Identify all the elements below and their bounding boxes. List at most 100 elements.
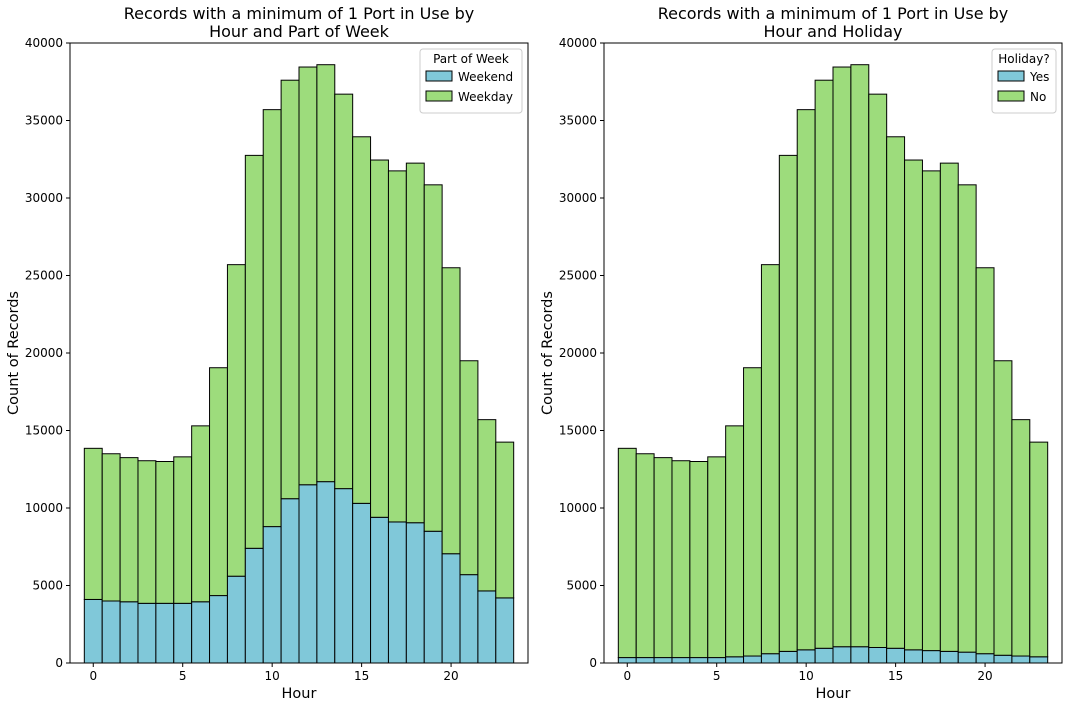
bar-weekday-5	[173, 456, 193, 604]
bar-weekend-15	[352, 502, 372, 664]
bar-weekday-1	[101, 453, 121, 602]
bar-weekday-6	[191, 425, 211, 603]
y-tick-label: 30000	[25, 191, 63, 205]
y-tick-label: 15000	[559, 424, 597, 438]
bar-no-10	[796, 109, 816, 651]
bar-weekday-4	[155, 461, 175, 604]
legend-label-weekday: Weekday	[458, 90, 513, 104]
bar-yes-2	[653, 657, 673, 664]
bar-weekend-19	[423, 530, 443, 664]
y-tick-label: 25000	[559, 269, 597, 283]
x-tick-label: 10	[799, 669, 814, 683]
y-tick-label: 10000	[559, 501, 597, 515]
legend-title: Holiday?	[998, 52, 1049, 66]
x-axis-label: Hour	[816, 686, 851, 702]
chart-title: Records with a minimum of 1 Port in Use …	[124, 4, 475, 41]
bar-no-2	[653, 457, 673, 659]
bar-yes-5	[707, 657, 727, 664]
bar-no-22	[1011, 419, 1031, 657]
x-axis-label: Hour	[282, 686, 317, 702]
bar-weekday-8	[226, 264, 246, 577]
bar-weekday-23	[495, 441, 515, 599]
y-tick-label: 30000	[559, 191, 597, 205]
bar-yes-7	[743, 655, 762, 664]
bar-no-16	[904, 159, 923, 651]
bar-yes-15	[886, 647, 906, 664]
bar-no-15	[886, 136, 906, 649]
bar-no-13	[850, 64, 870, 648]
bar-no-6	[725, 425, 745, 658]
bar-weekend-2	[119, 601, 139, 664]
y-tick-label: 10000	[25, 501, 63, 515]
bar-no-3	[671, 460, 691, 659]
bar-no-21	[993, 360, 1013, 656]
y-axis-label: Count of Records	[6, 291, 22, 415]
bar-weekend-4	[155, 602, 175, 664]
bar-weekday-18	[405, 162, 425, 524]
bar-weekend-8	[226, 575, 246, 664]
bar-yes-16	[904, 649, 923, 664]
x-tick-label: 20	[977, 669, 992, 683]
bar-weekend-23	[495, 597, 515, 664]
bar-no-1	[635, 453, 655, 659]
bar-weekend-14	[334, 488, 354, 664]
bar-yes-14	[868, 647, 888, 664]
x-tick-label: 10	[265, 669, 280, 683]
x-tick-label: 15	[354, 669, 369, 683]
bar-weekend-1	[101, 600, 121, 664]
y-tick-label: 40000	[559, 36, 597, 50]
x-tick-label: 0	[623, 669, 631, 683]
bar-yes-21	[993, 654, 1013, 664]
bar-yes-6	[725, 656, 745, 664]
y-tick-label: 20000	[25, 346, 63, 360]
bar-weekend-18	[405, 522, 425, 664]
legend-label-no: No	[1030, 90, 1046, 104]
y-tick-label: 0	[589, 656, 597, 670]
bar-weekday-10	[262, 109, 282, 528]
legend-swatch-weekend	[425, 70, 453, 82]
bar-no-9	[778, 154, 798, 652]
bar-weekend-11	[280, 498, 300, 664]
bar-no-0	[617, 447, 637, 659]
bar-yes-3	[671, 657, 691, 664]
legend-label-weekend: Weekend	[458, 70, 513, 84]
bar-yes-9	[778, 650, 798, 664]
x-tick-label: 0	[89, 669, 97, 683]
bar-no-14	[868, 93, 888, 648]
y-tick-label: 0	[55, 656, 63, 670]
bar-yes-17	[921, 650, 941, 664]
bar-no-17	[921, 170, 941, 652]
bar-yes-1	[635, 657, 655, 664]
x-tick-label: 20	[443, 669, 458, 683]
bar-yes-23	[1029, 656, 1049, 664]
y-tick-label: 5000	[32, 579, 63, 593]
bar-weekday-11	[280, 79, 300, 500]
y-tick-label: 35000	[559, 114, 597, 128]
legend-title: Part of Week	[433, 52, 509, 66]
bar-no-12	[832, 66, 852, 648]
bar-no-18	[939, 162, 959, 652]
bar-weekend-0	[83, 598, 103, 664]
bar-no-11	[814, 79, 834, 649]
bar-weekend-9	[244, 547, 264, 664]
bar-yes-18	[939, 650, 959, 664]
bar-yes-10	[796, 649, 816, 664]
bar-weekend-21	[459, 574, 479, 664]
bar-weekday-16	[370, 159, 389, 518]
bar-no-4	[689, 461, 709, 659]
chart-title: Records with a minimum of 1 Port in Use …	[658, 4, 1009, 41]
legend-label-yes: Yes	[1029, 70, 1049, 84]
bar-yes-4	[689, 657, 709, 664]
x-tick-label: 5	[713, 669, 721, 683]
bar-weekday-17	[387, 170, 407, 523]
bar-weekday-3	[137, 460, 157, 604]
bar-no-8	[760, 264, 780, 655]
bar-yes-8	[760, 653, 780, 664]
bar-weekday-9	[244, 154, 264, 549]
y-tick-label: 15000	[25, 424, 63, 438]
chart-panel-2: 0 5 10 15 20 0 5000 10000 15000 20000 25000 30000 35…	[540, 4, 1063, 702]
bar-weekend-22	[477, 590, 497, 664]
chart-panel-1: 0 5 10 15 20 0 5000 10000 15000 20000 25000 30000 35…	[6, 4, 529, 702]
bar-weekday-12	[298, 66, 318, 486]
